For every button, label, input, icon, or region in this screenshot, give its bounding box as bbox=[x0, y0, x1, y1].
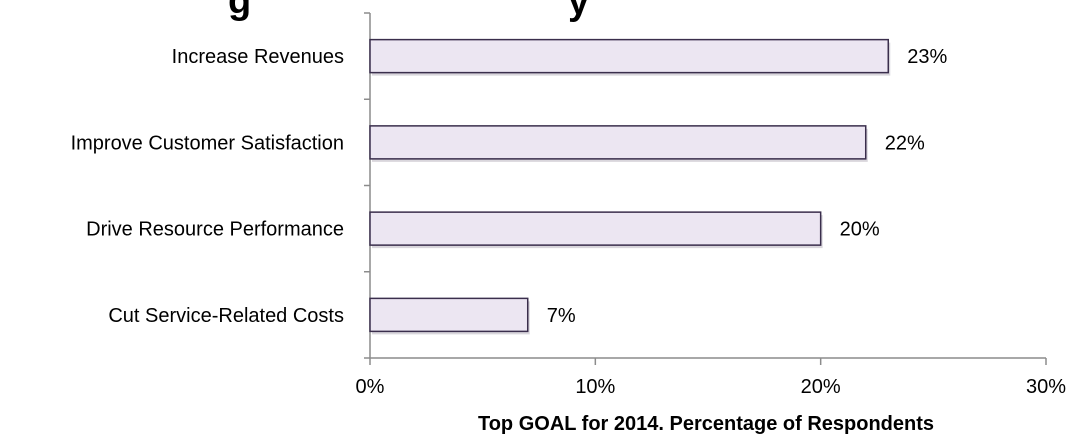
x-tick-label: 0% bbox=[356, 376, 385, 398]
category-label: Improve Customer Satisfaction bbox=[71, 132, 344, 154]
x-tick-label: 20% bbox=[801, 376, 841, 398]
value-label: 7% bbox=[547, 305, 576, 327]
bar bbox=[369, 125, 867, 160]
bar bbox=[369, 297, 529, 333]
svg-text:g: g bbox=[228, 0, 251, 22]
category-label: Increase Revenues bbox=[172, 46, 344, 68]
category-label: Cut Service-Related Costs bbox=[108, 305, 344, 327]
x-tick-label: 30% bbox=[1026, 376, 1066, 398]
svg-text:y: y bbox=[568, 0, 589, 23]
x-tick-label: 10% bbox=[575, 376, 615, 398]
bar bbox=[369, 211, 822, 246]
value-label: 22% bbox=[885, 132, 925, 154]
value-label: 23% bbox=[907, 46, 947, 68]
cropped-title-fragments: g y bbox=[228, 0, 589, 23]
plot-area: 0% 10% 20% 30% Increase Revenues 23% Improve C… bbox=[71, 12, 1066, 398]
category-label: Drive Resource Performance bbox=[86, 219, 344, 241]
value-label: 20% bbox=[840, 219, 880, 241]
bar bbox=[369, 38, 890, 74]
x-axis-title: Top GOAL for 2014. Percentage of Respond… bbox=[478, 413, 934, 434]
